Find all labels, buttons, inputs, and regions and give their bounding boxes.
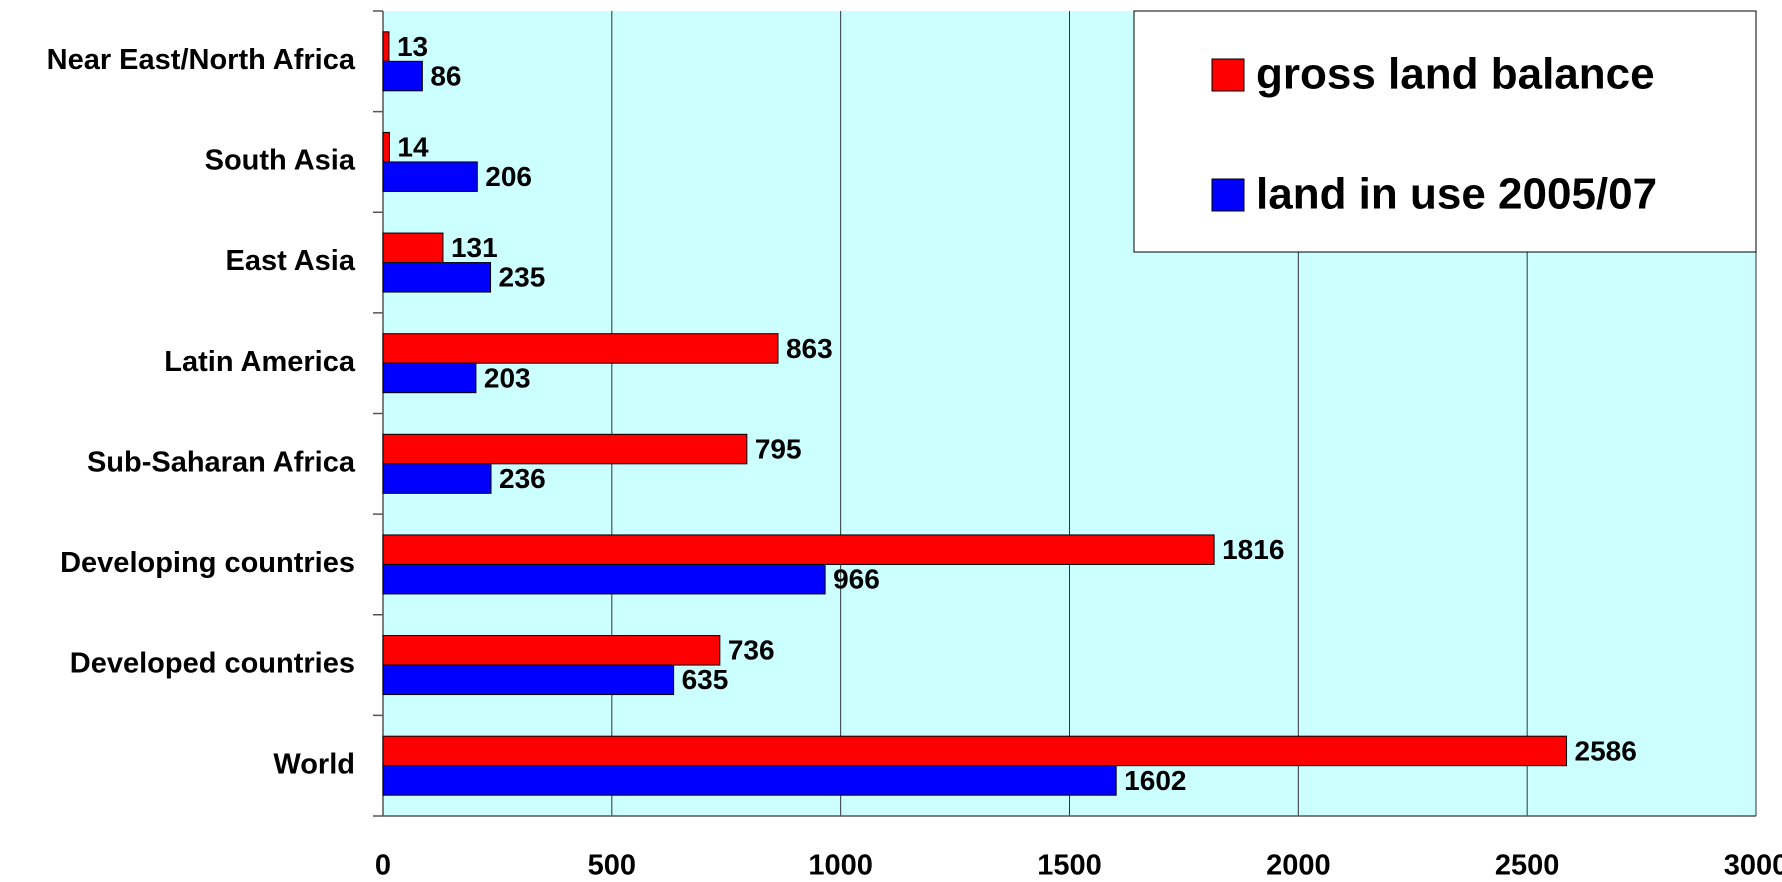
legend-swatch	[1211, 178, 1245, 212]
x-tick-label: 500	[588, 850, 636, 882]
value-label: 863	[786, 333, 833, 364]
x-tick-label: 1000	[808, 850, 873, 882]
bar	[382, 463, 492, 494]
bar	[382, 31, 390, 62]
bar	[382, 60, 423, 92]
bar	[382, 635, 721, 666]
value-label: 14	[397, 132, 429, 163]
bar	[382, 765, 1117, 796]
value-label: 203	[484, 362, 531, 393]
value-label: 13	[397, 31, 428, 62]
value-label: 736	[728, 635, 775, 666]
bar	[382, 563, 826, 595]
value-label: 795	[755, 433, 802, 464]
bar	[382, 534, 1215, 565]
bar	[382, 232, 444, 264]
value-label: 2586	[1575, 735, 1637, 766]
legend-label: gross land balance	[1256, 50, 1655, 99]
legend-swatch	[1211, 58, 1245, 92]
y-tick-label: East Asia	[226, 245, 356, 277]
y-tick-label: Developing countries	[60, 547, 355, 579]
bar	[382, 362, 477, 394]
bar	[382, 664, 675, 696]
value-label: 1602	[1124, 765, 1186, 796]
value-label: 1816	[1222, 534, 1284, 565]
value-label: 966	[833, 564, 880, 595]
y-tick-label: Latin America	[164, 346, 356, 378]
x-tick-label: 0	[375, 850, 391, 882]
x-tick-label: 3000	[1724, 850, 1782, 882]
value-label: 86	[430, 60, 461, 91]
x-tick-label: 2500	[1495, 850, 1560, 882]
value-label: 635	[682, 664, 729, 695]
value-label: 206	[485, 161, 532, 192]
bar	[382, 333, 779, 364]
y-tick-label: World	[273, 748, 355, 780]
bar	[382, 433, 748, 465]
y-tick-label: Near East/North Africa	[47, 44, 356, 76]
legend-box	[1133, 10, 1757, 253]
value-label: 131	[451, 232, 498, 263]
x-tick-label: 1500	[1037, 850, 1102, 882]
bar	[382, 161, 478, 192]
y-tick-label: Sub-Saharan Africa	[87, 446, 356, 478]
bar	[382, 735, 1568, 767]
y-tick-label: South Asia	[205, 145, 356, 177]
value-label: 236	[499, 463, 546, 494]
bar	[382, 131, 390, 163]
bar	[382, 262, 492, 293]
x-tick-label: 2000	[1266, 850, 1331, 882]
y-tick-label: Developed countries	[70, 648, 355, 680]
value-label: 235	[499, 262, 546, 293]
legend-label: land in use 2005/07	[1256, 170, 1657, 219]
